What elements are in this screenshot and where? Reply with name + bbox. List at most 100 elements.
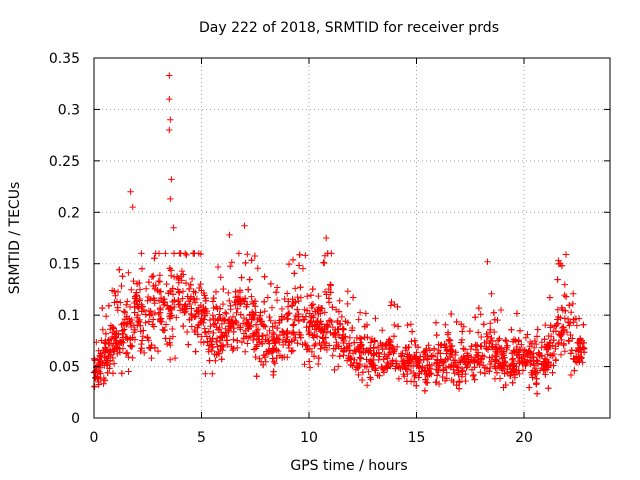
- data-point: [197, 338, 205, 346]
- data-point: [151, 255, 158, 262]
- data-point: [148, 341, 155, 349]
- data-point: [356, 354, 363, 361]
- data-point: [404, 321, 411, 329]
- data-point: [157, 294, 165, 302]
- data-point: [155, 310, 162, 318]
- y-tick-label: 0.1: [58, 308, 80, 324]
- data-point: [355, 371, 362, 379]
- data-point: [323, 234, 330, 242]
- data-point: [410, 378, 418, 385]
- data-point: [295, 329, 303, 336]
- data-point: [237, 311, 244, 318]
- data-point: [433, 331, 440, 339]
- data-point: [246, 312, 254, 319]
- data-point: [168, 176, 175, 183]
- data-point: [476, 361, 483, 368]
- data-point: [308, 304, 316, 312]
- data-point: [563, 328, 571, 336]
- data-point: [144, 334, 151, 342]
- data-point: [474, 342, 481, 349]
- data-point: [484, 333, 491, 340]
- data-point: [305, 331, 313, 338]
- data-point: [387, 302, 394, 309]
- data-point: [462, 377, 469, 385]
- data-point: [357, 355, 364, 362]
- data-point: [268, 304, 276, 311]
- data-point: [375, 349, 383, 356]
- data-point: [215, 316, 222, 323]
- data-point: [547, 352, 554, 359]
- data-point: [442, 321, 449, 328]
- data-point: [527, 357, 535, 364]
- data-point: [424, 356, 432, 363]
- data-point: [420, 356, 427, 363]
- data-point: [265, 348, 273, 355]
- data-point: [504, 368, 511, 376]
- data-point: [96, 359, 103, 367]
- data-point: [229, 347, 236, 354]
- data-point: [250, 336, 257, 344]
- data-point: [562, 293, 570, 300]
- data-point: [550, 336, 557, 344]
- data-point: [129, 203, 136, 211]
- data-point: [109, 354, 116, 362]
- data-point: [218, 356, 225, 363]
- data-point: [138, 308, 145, 315]
- data-point: [105, 302, 113, 309]
- data-point: [339, 325, 346, 332]
- x-tick-label: 15: [408, 430, 426, 446]
- data-point: [311, 342, 318, 349]
- data-point: [292, 298, 299, 306]
- data-point: [205, 342, 213, 349]
- data-point: [317, 345, 324, 352]
- data-point: [194, 331, 201, 338]
- data-point: [260, 352, 267, 359]
- data-point: [129, 354, 136, 362]
- data-point: [331, 366, 338, 374]
- data-point: [289, 256, 297, 264]
- data-point: [259, 340, 266, 347]
- data-point: [241, 222, 248, 229]
- data-point: [515, 348, 522, 356]
- data-point: [294, 340, 301, 347]
- data-point: [511, 366, 518, 374]
- data-point: [166, 265, 173, 272]
- data-point: [169, 333, 177, 340]
- data-point: [233, 309, 240, 316]
- data-point: [162, 335, 169, 342]
- data-point: [336, 297, 343, 304]
- data-point: [391, 347, 398, 355]
- data-point: [295, 262, 303, 269]
- data-point: [248, 293, 255, 300]
- data-point: [128, 286, 135, 293]
- data-point: [557, 332, 564, 339]
- data-point: [102, 313, 110, 320]
- y-axis-label: SRMTID / TECUs: [7, 182, 23, 295]
- data-point: [193, 307, 200, 314]
- data-point: [210, 294, 217, 302]
- data-point: [292, 285, 299, 292]
- data-point: [202, 370, 209, 377]
- data-point: [518, 341, 525, 348]
- data-point: [157, 288, 164, 295]
- data-point: [243, 303, 250, 310]
- data-point: [138, 337, 146, 344]
- data-point: [303, 307, 311, 314]
- data-point: [230, 328, 237, 336]
- data-point: [441, 344, 449, 351]
- data-point: [470, 372, 477, 380]
- data-point: [344, 300, 351, 308]
- data-point: [274, 324, 281, 332]
- data-point: [181, 303, 188, 310]
- data-point: [501, 354, 508, 361]
- data-point: [171, 297, 178, 304]
- data-point: [139, 333, 147, 340]
- data-point: [120, 308, 128, 315]
- data-point: [289, 295, 296, 303]
- data-point: [384, 355, 391, 362]
- data-point: [251, 252, 259, 260]
- data-point: [509, 355, 517, 362]
- data-point: [408, 328, 416, 335]
- data-point: [271, 339, 278, 347]
- data-point: [578, 349, 585, 356]
